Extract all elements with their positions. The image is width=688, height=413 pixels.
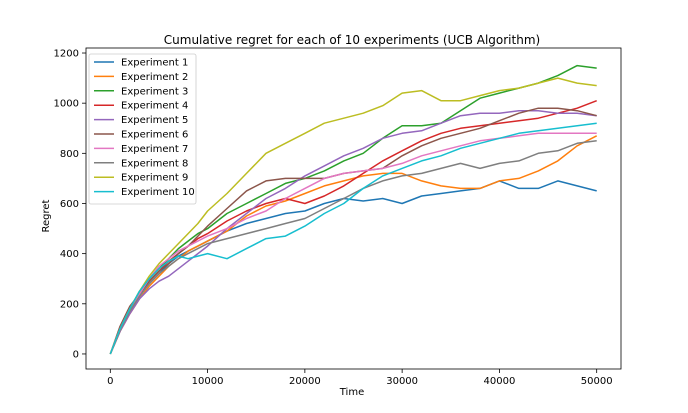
plot-area: 0 10000 20000 30000 40000 50000 0 200 400 600 800… (54, 47, 622, 387)
legend-label: Experiment 1 (121, 58, 188, 69)
y-tick-label: 600 (60, 199, 79, 210)
y-axis-ticks: 0 200 400 600 800 1000 1200 (54, 49, 86, 360)
series-line-experiment-2 (109, 135, 598, 355)
y-tick-label: 1000 (54, 99, 79, 110)
series-lines (109, 64, 598, 355)
legend-label: Experiment 7 (121, 144, 188, 155)
series-line-experiment-8 (109, 140, 597, 355)
plot-frame (85, 47, 622, 370)
y-tick-label: 400 (60, 249, 79, 260)
y-axis-label: Regret (41, 199, 52, 232)
x-tick-label: 10000 (192, 376, 224, 387)
legend-label: Experiment 3 (121, 86, 188, 97)
legend-label: Experiment 2 (121, 72, 188, 83)
legend-label: Experiment 4 (121, 101, 188, 112)
y-tick-label: 0 (73, 349, 79, 360)
chart-title: Cumulative regret for each of 10 experim… (164, 33, 540, 47)
x-tick-label: 50000 (581, 376, 613, 387)
y-tick-label: 200 (60, 299, 79, 310)
y-tick-label: 1200 (54, 49, 79, 60)
x-axis-label: Time (339, 387, 364, 398)
legend-box (88, 53, 197, 205)
x-tick-label: 0 (107, 376, 113, 387)
x-tick-label: 20000 (289, 376, 321, 387)
y-tick-label: 800 (60, 149, 79, 160)
legend-label: Experiment 6 (121, 130, 188, 141)
legend-label: Experiment 10 (121, 187, 195, 198)
x-axis-ticks: 0 10000 20000 30000 40000 50000 (107, 369, 613, 387)
x-tick-label: 30000 (386, 376, 418, 387)
legend-label: Experiment 9 (121, 173, 188, 184)
series-line-experiment-6 (109, 107, 597, 355)
series-line-experiment-10 (109, 122, 597, 355)
series-line-experiment-9 (109, 77, 597, 355)
series-line-experiment-5 (109, 109, 597, 355)
legend-label: Experiment 8 (121, 158, 188, 169)
legend: Experiment 1 Experiment 2 Experiment 3 Expe… (88, 53, 197, 205)
x-tick-label: 40000 (484, 376, 516, 387)
legend-label: Experiment 5 (121, 115, 188, 126)
